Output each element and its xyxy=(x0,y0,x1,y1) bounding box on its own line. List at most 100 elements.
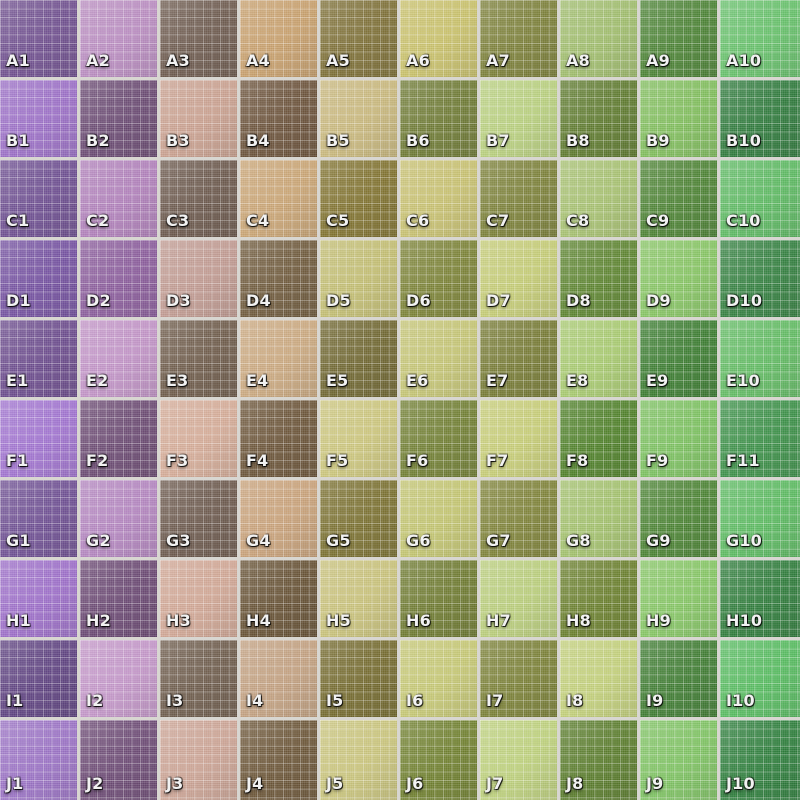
swatch-cell[interactable]: H9 xyxy=(640,560,720,640)
swatch-cell[interactable]: A3 xyxy=(160,0,240,80)
swatch-cell[interactable]: D7 xyxy=(480,240,560,320)
swatch-cell[interactable]: F8 xyxy=(560,400,640,480)
swatch-cell[interactable]: E5 xyxy=(320,320,400,400)
swatch-cell[interactable]: A4 xyxy=(240,0,320,80)
swatch-cell[interactable]: I9 xyxy=(640,640,720,720)
swatch-cell[interactable]: J1 xyxy=(0,720,80,800)
swatch-cell[interactable]: D10 xyxy=(720,240,800,320)
swatch-cell[interactable]: G7 xyxy=(480,480,560,560)
swatch-cell[interactable]: G4 xyxy=(240,480,320,560)
swatch-cell[interactable]: H10 xyxy=(720,560,800,640)
swatch-cell[interactable]: A9 xyxy=(640,0,720,80)
swatch-cell[interactable]: F6 xyxy=(400,400,480,480)
swatch-cell[interactable]: E3 xyxy=(160,320,240,400)
swatch-cell[interactable]: I6 xyxy=(400,640,480,720)
swatch-cell[interactable]: F2 xyxy=(80,400,160,480)
swatch-cell[interactable]: A2 xyxy=(80,0,160,80)
swatch-cell[interactable]: B9 xyxy=(640,80,720,160)
swatch-cell[interactable]: D1 xyxy=(0,240,80,320)
swatch-cell[interactable]: D2 xyxy=(80,240,160,320)
swatch-cell[interactable]: A5 xyxy=(320,0,400,80)
swatch-cell[interactable]: J3 xyxy=(160,720,240,800)
swatch-cell[interactable]: H6 xyxy=(400,560,480,640)
swatch-cell[interactable]: C4 xyxy=(240,160,320,240)
swatch-cell[interactable]: B2 xyxy=(80,80,160,160)
swatch-cell[interactable]: D5 xyxy=(320,240,400,320)
swatch-cell[interactable]: F4 xyxy=(240,400,320,480)
swatch-cell[interactable]: F1 xyxy=(0,400,80,480)
swatch-cell[interactable]: E10 xyxy=(720,320,800,400)
swatch-cell[interactable]: C10 xyxy=(720,160,800,240)
swatch-cell[interactable]: I7 xyxy=(480,640,560,720)
swatch-cell[interactable]: D6 xyxy=(400,240,480,320)
swatch-cell[interactable]: C9 xyxy=(640,160,720,240)
swatch-cell[interactable]: D4 xyxy=(240,240,320,320)
swatch-cell[interactable]: H2 xyxy=(80,560,160,640)
swatch-cell[interactable]: C3 xyxy=(160,160,240,240)
swatch-cell[interactable]: J6 xyxy=(400,720,480,800)
swatch-cell[interactable]: B3 xyxy=(160,80,240,160)
swatch-cell[interactable]: G8 xyxy=(560,480,640,560)
swatch-cell[interactable]: B4 xyxy=(240,80,320,160)
swatch-cell[interactable]: A7 xyxy=(480,0,560,80)
swatch-cell[interactable]: F5 xyxy=(320,400,400,480)
swatch-cell[interactable]: G6 xyxy=(400,480,480,560)
swatch-cell[interactable]: E4 xyxy=(240,320,320,400)
swatch-cell[interactable]: I4 xyxy=(240,640,320,720)
swatch-cell[interactable]: D3 xyxy=(160,240,240,320)
swatch-cell[interactable]: I5 xyxy=(320,640,400,720)
swatch-cell[interactable]: C1 xyxy=(0,160,80,240)
swatch-cell[interactable]: E6 xyxy=(400,320,480,400)
swatch-cell[interactable]: J10 xyxy=(720,720,800,800)
swatch-cell[interactable]: B10 xyxy=(720,80,800,160)
swatch-cell[interactable]: E7 xyxy=(480,320,560,400)
swatch-cell[interactable]: G1 xyxy=(0,480,80,560)
swatch-cell[interactable]: J9 xyxy=(640,720,720,800)
swatch-cell[interactable]: H8 xyxy=(560,560,640,640)
swatch-cell[interactable]: I2 xyxy=(80,640,160,720)
swatch-cell[interactable]: E1 xyxy=(0,320,80,400)
swatch-cell[interactable]: A10 xyxy=(720,0,800,80)
swatch-cell[interactable]: B1 xyxy=(0,80,80,160)
swatch-cell[interactable]: F7 xyxy=(480,400,560,480)
swatch-cell[interactable]: J5 xyxy=(320,720,400,800)
swatch-cell[interactable]: B8 xyxy=(560,80,640,160)
swatch-cell[interactable]: C2 xyxy=(80,160,160,240)
swatch-cell[interactable]: G9 xyxy=(640,480,720,560)
swatch-cell[interactable]: A6 xyxy=(400,0,480,80)
swatch-cell[interactable]: E9 xyxy=(640,320,720,400)
swatch-cell[interactable]: I8 xyxy=(560,640,640,720)
swatch-cell[interactable]: J4 xyxy=(240,720,320,800)
swatch-cell[interactable]: A1 xyxy=(0,0,80,80)
swatch-cell[interactable]: H1 xyxy=(0,560,80,640)
swatch-cell[interactable]: D9 xyxy=(640,240,720,320)
swatch-cell[interactable]: F3 xyxy=(160,400,240,480)
swatch-cell[interactable]: J7 xyxy=(480,720,560,800)
swatch-cell[interactable]: I3 xyxy=(160,640,240,720)
swatch-cell[interactable]: H5 xyxy=(320,560,400,640)
swatch-cell[interactable]: C7 xyxy=(480,160,560,240)
swatch-cell[interactable]: E2 xyxy=(80,320,160,400)
swatch-cell[interactable]: B7 xyxy=(480,80,560,160)
swatch-cell[interactable]: I10 xyxy=(720,640,800,720)
swatch-cell[interactable]: B6 xyxy=(400,80,480,160)
swatch-cell[interactable]: G2 xyxy=(80,480,160,560)
swatch-cell[interactable]: F9 xyxy=(640,400,720,480)
swatch-cell[interactable]: H3 xyxy=(160,560,240,640)
swatch-cell[interactable]: E8 xyxy=(560,320,640,400)
swatch-cell[interactable]: B5 xyxy=(320,80,400,160)
swatch-cell[interactable]: D8 xyxy=(560,240,640,320)
swatch-cell[interactable]: H7 xyxy=(480,560,560,640)
swatch-cell[interactable]: J2 xyxy=(80,720,160,800)
swatch-cell[interactable]: G10 xyxy=(720,480,800,560)
swatch-cell[interactable]: C5 xyxy=(320,160,400,240)
swatch-cell[interactable]: C6 xyxy=(400,160,480,240)
swatch-cell[interactable]: H4 xyxy=(240,560,320,640)
swatch-cell[interactable]: I1 xyxy=(0,640,80,720)
swatch-cell[interactable]: G3 xyxy=(160,480,240,560)
swatch-cell[interactable]: A8 xyxy=(560,0,640,80)
swatch-cell[interactable]: C8 xyxy=(560,160,640,240)
swatch-cell[interactable]: G5 xyxy=(320,480,400,560)
swatch-cell[interactable]: J8 xyxy=(560,720,640,800)
swatch-cell[interactable]: F11 xyxy=(720,400,800,480)
